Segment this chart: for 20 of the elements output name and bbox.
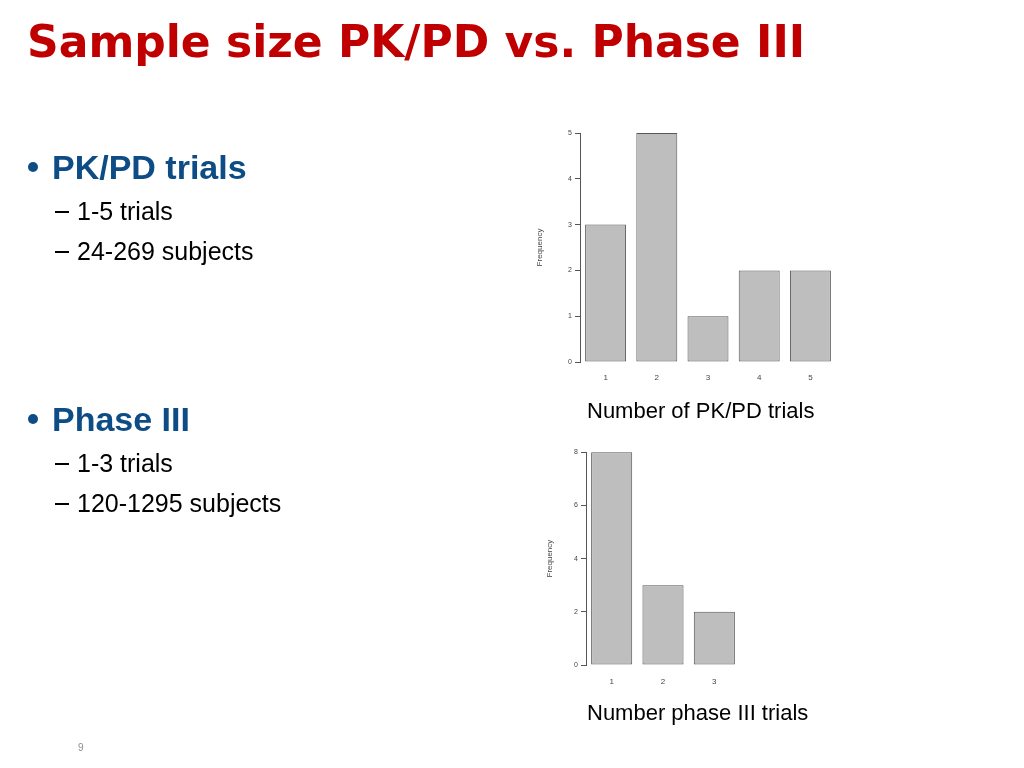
text: Sample size PK/PD vs. Phase III	[27, 16, 806, 67]
text: 24-269 subjects	[77, 236, 254, 267]
text: 120-1295 subjects	[77, 488, 282, 519]
x-tick-label: 5	[808, 373, 814, 382]
text: Phase III	[52, 399, 190, 439]
x-tick-label: 4	[756, 373, 762, 382]
text: 1-3 trials	[77, 448, 173, 479]
x-tick-label: 3	[705, 373, 711, 382]
text: 9	[78, 742, 84, 754]
x-axis-title: Number of PK/PD trials	[587, 398, 815, 424]
text: 1-5 trials	[77, 196, 173, 227]
x-tick-label: 3	[712, 677, 718, 686]
text: PK/PD trials	[52, 147, 247, 187]
x-tick-label: 1	[609, 677, 615, 686]
x-tick-label: 1	[603, 373, 609, 382]
x-axis-title: Number phase III trials	[587, 700, 809, 726]
y-axis-title: Frequency	[545, 539, 554, 578]
x-tick-label: 2	[654, 373, 660, 382]
x-tick-label: 2	[660, 677, 666, 686]
y-axis-title: Frequency	[535, 228, 544, 267]
